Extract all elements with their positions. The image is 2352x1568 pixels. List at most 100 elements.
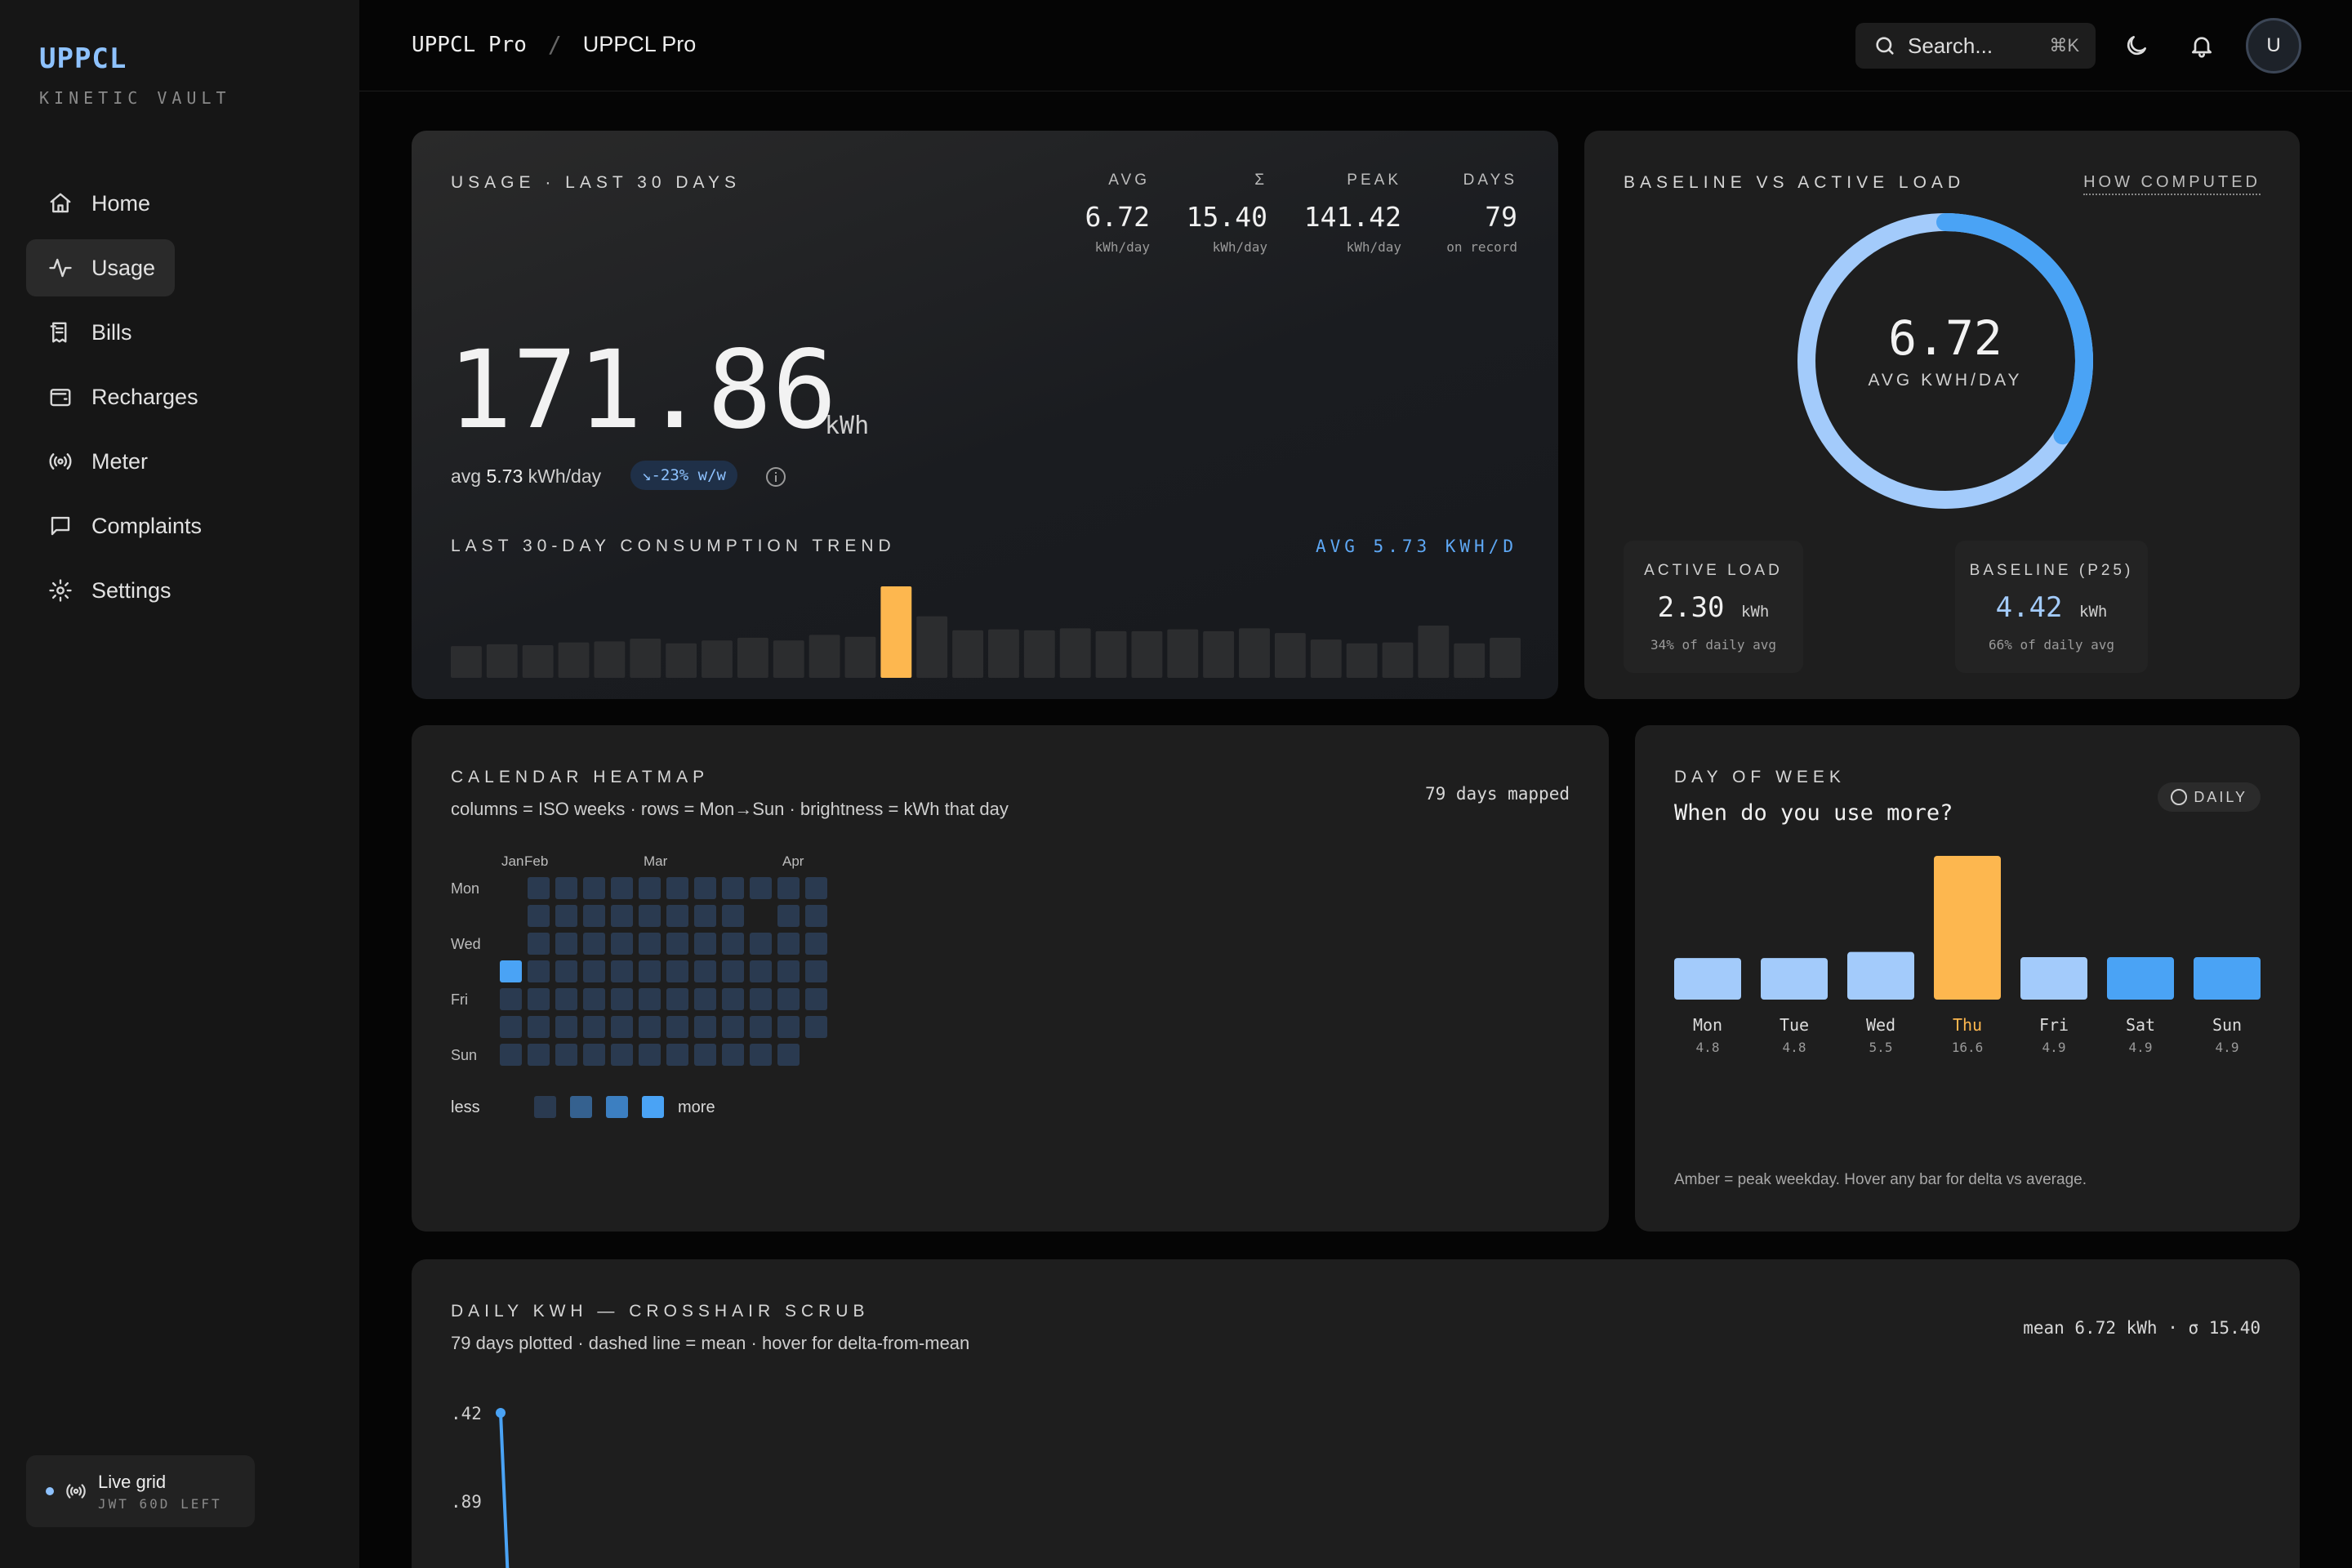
dow-bar bbox=[2194, 957, 2261, 1000]
heatmap-cell bbox=[555, 988, 577, 1010]
notifications-button[interactable] bbox=[2185, 29, 2218, 62]
weekday-label: Sun bbox=[451, 1047, 477, 1063]
trend-bar bbox=[630, 639, 662, 678]
usage-average: avg 5.73 kWh/day bbox=[451, 466, 601, 488]
info-icon[interactable] bbox=[766, 467, 786, 487]
active-load-unit: kWh bbox=[1741, 603, 1770, 621]
sidebar-item-meter[interactable]: Meter bbox=[26, 433, 333, 490]
trend-bar bbox=[773, 640, 804, 678]
usage-average-suffix: kWh/day bbox=[523, 466, 602, 487]
live-grid-status[interactable]: Live grid JWT 60D LEFT bbox=[26, 1455, 255, 1527]
sidebar-item-usage[interactable]: Usage bbox=[26, 239, 175, 296]
heatmap-cell bbox=[583, 960, 605, 982]
heatmap-cell bbox=[611, 960, 633, 982]
sidebar-item-recharges[interactable]: Recharges bbox=[26, 368, 333, 425]
sidebar-item-complaints[interactable]: Complaints bbox=[26, 497, 333, 555]
heatmap-cell bbox=[694, 905, 716, 927]
search-input[interactable]: Search... ⌘K bbox=[1855, 23, 2096, 69]
receipt-icon bbox=[46, 318, 75, 347]
heatmap-cell bbox=[750, 933, 772, 955]
baseline-tile: BASELINE (P25) 4.42 kWh 66% of daily avg bbox=[1955, 541, 2148, 673]
trend-bar bbox=[666, 643, 697, 678]
dow-label: Fri bbox=[2039, 1015, 2069, 1035]
how-computed-link[interactable]: HOW COMPUTED bbox=[2083, 173, 2261, 195]
stat-peak: PEAK 141.42 kWh/day bbox=[1304, 172, 1401, 255]
week-delta-badge: ↘-23% w/w bbox=[630, 461, 737, 490]
heatmap-cell bbox=[805, 905, 827, 927]
sidebar-item-settings[interactable]: Settings bbox=[26, 562, 333, 619]
heatmap-cell bbox=[555, 1044, 577, 1066]
heatmap-cell bbox=[750, 988, 772, 1010]
heatmap-cell bbox=[666, 905, 688, 927]
trend-average: AVG 5.73 KWH/D bbox=[1315, 537, 1517, 556]
heatmap-cell bbox=[805, 1016, 827, 1038]
heatmap-cell bbox=[500, 1044, 522, 1066]
dow-label: Mon bbox=[1693, 1015, 1722, 1035]
heatmap-cell bbox=[722, 988, 744, 1010]
breadcrumb-root[interactable]: UPPCL Pro bbox=[412, 32, 527, 57]
breadcrumb: UPPCL Pro / UPPCL Pro bbox=[412, 31, 696, 58]
stat-avg: AVG 6.72 kWh/day bbox=[1085, 172, 1150, 255]
daily-badge[interactable]: DAILY bbox=[2158, 782, 2261, 812]
baseline-number: 4.42 bbox=[1995, 591, 2063, 624]
heatmap-cell bbox=[805, 960, 827, 982]
dow-label: Sun bbox=[2212, 1015, 2242, 1035]
brand-tagline: KINETIC VAULT bbox=[39, 88, 231, 108]
heatmap-cell bbox=[639, 933, 661, 955]
breadcrumb-separator: / bbox=[547, 31, 562, 58]
usage-average-value: 5.73 bbox=[486, 466, 523, 487]
search-shortcut: ⌘K bbox=[2049, 35, 2079, 56]
heatmap-cell bbox=[750, 1044, 772, 1066]
activity-icon bbox=[46, 253, 75, 283]
heatmap-cell bbox=[583, 905, 605, 927]
trend-bar bbox=[1382, 642, 1414, 678]
active-load-sub: 34% of daily avg bbox=[1650, 637, 1777, 653]
heatmap-cell bbox=[722, 933, 744, 955]
avatar[interactable]: U bbox=[2246, 18, 2301, 74]
dow-bar bbox=[1847, 951, 1914, 1000]
day-of-week-bar-chart: Mon 4.8 Tue 4.8 Wed 5.5 Thu 16.6 Fri 4.9 Sat 4.9 Sun… bbox=[1674, 856, 2261, 1055]
radio-icon bbox=[66, 1484, 86, 1499]
heatmap-cell bbox=[722, 960, 744, 982]
stat-head: AVG bbox=[1108, 172, 1150, 189]
heatmap-cell bbox=[777, 988, 800, 1010]
month-label: Apr bbox=[782, 853, 804, 869]
heatmap-cell bbox=[666, 960, 688, 982]
heatmap-cell bbox=[777, 905, 800, 927]
dow-value: 4.9 bbox=[2129, 1040, 2153, 1055]
heatmap-cell bbox=[639, 1016, 661, 1038]
heatmap-cell bbox=[750, 1016, 772, 1038]
wallet-icon bbox=[46, 382, 75, 412]
heatmap-cell bbox=[722, 1044, 744, 1066]
usage-total: 171.86 bbox=[448, 327, 837, 453]
trend-bar bbox=[1095, 630, 1127, 678]
sidebar-item-label: Settings bbox=[91, 577, 172, 603]
usage-kicker: USAGE · LAST 30 DAYS bbox=[451, 173, 741, 192]
trend-bar bbox=[952, 630, 983, 678]
gear-icon bbox=[46, 576, 75, 605]
heatmap-cell bbox=[611, 1044, 633, 1066]
trend-bar bbox=[1203, 630, 1235, 678]
heatmap-cell bbox=[805, 877, 827, 899]
heatmap-cell bbox=[528, 905, 550, 927]
theme-toggle-button[interactable] bbox=[2120, 29, 2153, 62]
heatmap-cell bbox=[555, 905, 577, 927]
baseline-value: 4.42 kWh bbox=[1955, 591, 2148, 624]
trend-bar bbox=[1418, 626, 1450, 678]
heatmap-cell bbox=[666, 933, 688, 955]
month-label: Feb bbox=[524, 853, 548, 869]
active-load-number: 2.30 bbox=[1657, 591, 1725, 624]
dow-value: 4.8 bbox=[1696, 1040, 1720, 1055]
sidebar-item-bills[interactable]: Bills bbox=[26, 304, 333, 361]
daily-stats: mean 6.72 kWh · σ 15.40 bbox=[2023, 1318, 2261, 1338]
trend-bar bbox=[486, 644, 518, 678]
heatmap-cell bbox=[611, 988, 633, 1010]
legend-swatch bbox=[570, 1096, 592, 1118]
stat-sub: kWh/day bbox=[1212, 239, 1267, 255]
heatmap-cell bbox=[722, 1016, 744, 1038]
baseline-sub: 66% of daily avg bbox=[1988, 637, 2115, 653]
heatmap-cell bbox=[722, 905, 744, 927]
trend-bar bbox=[988, 629, 1019, 678]
stat-sub: on record bbox=[1446, 239, 1517, 255]
sidebar-item-home[interactable]: Home bbox=[26, 175, 333, 232]
